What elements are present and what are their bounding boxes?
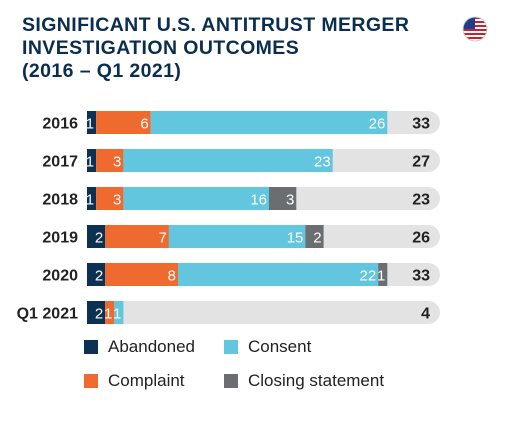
value-label-abandoned-2020: 2	[95, 268, 103, 285]
bar-track-q1-2021	[87, 301, 440, 324]
value-label-abandoned-2019: 2	[95, 230, 103, 247]
value-label-complaint-2017: 3	[113, 154, 121, 171]
bar-segment-consent-q1-2021	[114, 301, 124, 324]
value-label-abandoned-2017: 1	[86, 154, 94, 171]
legend-label-consent: Consent	[248, 337, 312, 356]
category-label-q1-2021: Q1 2021	[17, 306, 78, 323]
value-label-consent-q1-2021: 1	[113, 306, 121, 323]
total-label-q1-2021: 4	[421, 306, 430, 323]
total-label-2020: 33	[412, 268, 430, 285]
legend-swatch-complaint	[84, 374, 98, 388]
bar-segment-closing-statement-2019	[305, 225, 324, 248]
legend-item-abandoned: Abandoned	[84, 337, 195, 357]
legend-item-complaint: Complaint	[84, 371, 185, 391]
bar-segment-complaint-2018	[96, 187, 124, 210]
value-label-abandoned-2018: 1	[86, 192, 94, 209]
legend-label-complaint: Complaint	[108, 371, 185, 390]
bar-segment-complaint-q1-2021	[105, 301, 115, 324]
legend-swatch-consent	[224, 340, 238, 354]
category-label-2016: 2016	[42, 116, 78, 133]
bar-segment-consent-2016	[150, 111, 388, 134]
value-label-complaint-2019: 7	[159, 230, 167, 247]
bar-segment-consent-2019	[168, 225, 306, 248]
value-label-consent-2016: 26	[369, 116, 386, 133]
total-label-2018: 23	[412, 192, 430, 209]
legend-label-abandoned: Abandoned	[108, 337, 195, 356]
category-label-2017: 2017	[42, 154, 78, 171]
bar-segment-abandoned-2017	[87, 149, 97, 172]
us-flag-icon	[462, 16, 488, 42]
bar-segment-complaint-2016	[96, 111, 151, 134]
category-label-2018: 2018	[42, 192, 78, 209]
bar-segment-complaint-2017	[96, 149, 124, 172]
bar-segment-closing-statement-2018	[269, 187, 297, 210]
total-label-2017: 27	[412, 154, 430, 171]
chart-title-line-2: INVESTIGATION OUTCOMES	[22, 37, 300, 59]
chart-title: SIGNIFICANT U.S. ANTITRUST MERGER INVEST…	[22, 14, 442, 83]
bar-segment-abandoned-2016	[87, 111, 97, 134]
bar-segment-consent-2020	[178, 263, 379, 286]
value-label-abandoned-q1-2021: 2	[95, 306, 103, 323]
value-label-consent-2018: 16	[250, 192, 267, 209]
total-label-2019: 26	[412, 230, 430, 247]
value-label-consent-2020: 22	[360, 268, 377, 285]
legend-item-closing-statement: Closing statement	[224, 371, 384, 391]
value-label-abandoned-2016: 1	[86, 116, 94, 133]
chart-title-line-3: (2016 – Q1 2021)	[22, 60, 182, 82]
value-label-consent-2019: 15	[287, 230, 304, 247]
bar-segment-abandoned-2019	[87, 225, 106, 248]
legend-item-consent: Consent	[224, 337, 311, 357]
bar-segment-abandoned-q1-2021	[87, 301, 106, 324]
value-label-closing-statement-2019: 2	[313, 230, 321, 247]
category-label-2020: 2020	[42, 268, 78, 285]
legend-swatch-closing-statement	[224, 374, 238, 388]
total-label-2016: 33	[412, 116, 430, 133]
value-label-complaint-q1-2021: 1	[104, 306, 112, 323]
bar-segment-abandoned-2020	[87, 263, 106, 286]
bar-segment-complaint-2019	[105, 225, 169, 248]
category-label-2019: 2019	[42, 230, 78, 247]
legend-label-closing-statement: Closing statement	[248, 371, 385, 390]
value-label-closing-statement-2018: 3	[286, 192, 294, 209]
bar-segment-complaint-2020	[105, 263, 178, 286]
value-label-consent-2017: 23	[314, 154, 331, 171]
bar-segment-consent-2017	[123, 149, 333, 172]
bar-segment-closing-statement-2020	[378, 263, 388, 286]
chart-title-line-1: SIGNIFICANT U.S. ANTITRUST MERGER	[22, 14, 410, 36]
value-label-closing-statement-2020: 1	[377, 268, 385, 285]
value-label-complaint-2016: 6	[140, 116, 148, 133]
value-label-complaint-2018: 3	[113, 192, 121, 209]
legend-swatch-abandoned	[84, 340, 98, 354]
value-label-complaint-2020: 8	[168, 268, 176, 285]
bar-segment-consent-2018	[123, 187, 270, 210]
bar-segment-abandoned-2018	[87, 187, 97, 210]
